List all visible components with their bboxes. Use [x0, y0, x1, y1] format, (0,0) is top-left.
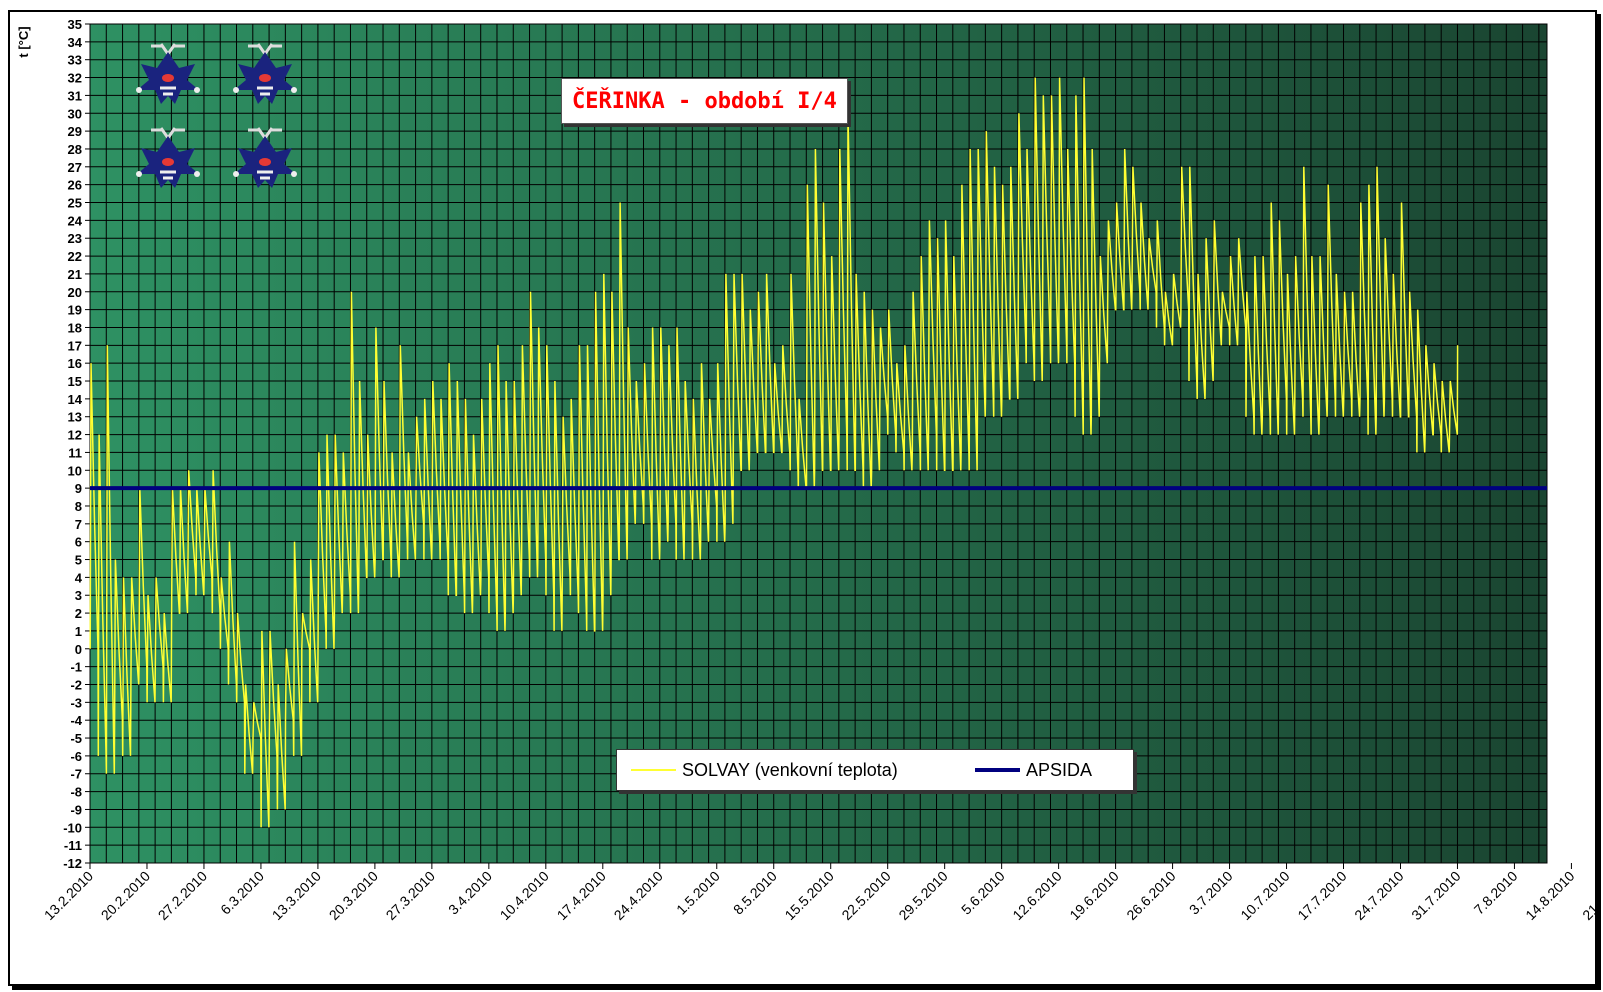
- series-layer: [89, 77, 1547, 828]
- y-tick-label: -4: [70, 713, 82, 728]
- chart-legend: SOLVAY (venkovní teplota) APSIDA: [616, 749, 1134, 791]
- y-tick-label: 31: [68, 88, 82, 103]
- x-tick-label: 21.8.2010: [1579, 868, 1595, 924]
- y-tick-label: 23: [68, 231, 82, 246]
- x-tick-label: 1.5.2010: [673, 868, 723, 918]
- x-axis: 13.2.2010 20.2.2010 27.2.2010 6.3.2010 13.3.…: [41, 863, 1595, 923]
- y-tick-label: 22: [68, 249, 82, 264]
- y-tick-label: 20: [68, 285, 82, 300]
- y-tick-label: 3: [75, 588, 82, 603]
- x-tick-label: 27.3.2010: [383, 868, 439, 924]
- x-tick-label: 15.5.2010: [781, 868, 837, 924]
- legend-label-solvay: SOLVAY (venkovní teplota): [682, 759, 898, 780]
- x-tick-label: 20.3.2010: [326, 868, 382, 924]
- x-tick-label: 24.7.2010: [1351, 868, 1407, 924]
- x-tick-label: 19.6.2010: [1066, 868, 1122, 924]
- x-tick-label: 3.4.2010: [445, 868, 495, 918]
- x-tick-label: 12.6.2010: [1009, 868, 1065, 924]
- series-line-solvay: [89, 77, 1459, 828]
- y-tick-label: 29: [68, 124, 82, 139]
- y-tick-label: -7: [70, 767, 82, 782]
- bat-logo-icon: [233, 43, 297, 104]
- y-tick-label: 10: [68, 463, 82, 478]
- y-tick-label: 34: [68, 35, 83, 50]
- x-tick-label: 14.8.2010: [1522, 868, 1578, 924]
- y-tick-label: 26: [68, 178, 82, 193]
- y-tick-label: 11: [68, 445, 82, 460]
- x-tick-label: 13.2.2010: [41, 868, 97, 924]
- legend-swatch-apsida: [975, 768, 1020, 772]
- x-tick-label: 26.6.2010: [1123, 868, 1179, 924]
- y-tick-label: 15: [68, 374, 82, 389]
- y-tick-label: 28: [68, 142, 82, 157]
- y-tick-label: 5: [75, 553, 82, 568]
- x-tick-label: 7.8.2010: [1471, 868, 1521, 918]
- y-tick-label: -1: [70, 660, 82, 675]
- legend-label-apsida: APSIDA: [1026, 759, 1093, 780]
- legend-item-solvay: SOLVAY (venkovní teplota): [631, 750, 898, 790]
- chart-svg: -12-11-10-9-8-7-6-5-4-3-2-10123456789101…: [16, 17, 1595, 923]
- y-tick-label: 18: [68, 320, 82, 335]
- y-tick-label: 30: [68, 106, 82, 121]
- y-tick-label: -11: [64, 838, 82, 853]
- x-tick-label: 17.4.2010: [554, 868, 610, 924]
- y-tick-label: -9: [70, 802, 82, 817]
- x-tick-label: 22.5.2010: [838, 868, 894, 924]
- x-tick-label: 20.2.2010: [98, 868, 154, 924]
- bat-logo-icon: [136, 43, 200, 104]
- x-tick-label: 31.7.2010: [1408, 868, 1464, 924]
- x-tick-label: 8.5.2010: [730, 868, 780, 918]
- plot-border: [89, 23, 1548, 864]
- y-tick-label: 12: [68, 428, 82, 443]
- x-tick-label: 10.4.2010: [497, 868, 553, 924]
- y-tick-label: -5: [70, 731, 82, 746]
- x-tick-label: 13.3.2010: [269, 868, 325, 924]
- y-tick-label: 1: [75, 624, 82, 639]
- y-tick-label: 24: [68, 213, 83, 228]
- x-tick-label: 27.2.2010: [155, 868, 211, 924]
- y-tick-label: -2: [70, 677, 82, 692]
- legend-swatch-solvay: [631, 769, 676, 771]
- y-tick-label: 17: [68, 338, 82, 353]
- y-tick-label: -12: [63, 856, 82, 871]
- bat-logo-icon: [136, 127, 200, 188]
- x-tick-label: 29.5.2010: [895, 868, 951, 924]
- y-tick-label: 27: [68, 160, 82, 175]
- y-tick-label: 25: [68, 196, 82, 211]
- bat-logo-icon: [233, 127, 297, 188]
- y-tick-label: -6: [70, 749, 82, 764]
- x-tick-label: 17.7.2010: [1294, 868, 1350, 924]
- legend-item-apsida: APSIDA: [975, 750, 1092, 790]
- x-tick-label: 10.7.2010: [1237, 868, 1293, 924]
- y-axis-label: t [°C]: [16, 26, 31, 57]
- chart-frame: -12 -11 -10 -9 -8 -7 -6 -5 -4 -3 -2 -1 0 1 2 3 4 5 6 7 8 9 10 1…: [8, 10, 1597, 986]
- y-tick-label: 2: [75, 606, 82, 621]
- x-tick-label: 6.3.2010: [217, 868, 267, 918]
- y-tick-label: 8: [75, 499, 82, 514]
- y-tick-label: 9: [75, 481, 82, 496]
- y-tick-label: 13: [68, 410, 82, 425]
- y-tick-label: 32: [68, 71, 82, 86]
- y-tick-label: 14: [68, 392, 83, 407]
- y-tick-label: 19: [68, 303, 82, 318]
- y-tick-label: -10: [63, 820, 82, 835]
- chart-title: ČEŘINKA - období I/4: [561, 78, 848, 124]
- y-tick-label: 0: [75, 642, 82, 657]
- x-tick-label: 5.6.2010: [958, 868, 1008, 918]
- y-axis: -12-11-10-9-8-7-6-5-4-3-2-10123456789101…: [63, 17, 90, 871]
- y-tick-label: 7: [75, 517, 82, 532]
- y-tick-label: -3: [70, 695, 82, 710]
- y-tick-label: 16: [68, 356, 82, 371]
- y-tick-label: 6: [75, 535, 82, 550]
- x-tick-label: 3.7.2010: [1186, 868, 1236, 918]
- y-tick-label: 21: [68, 267, 82, 282]
- y-tick-label: 35: [68, 17, 82, 32]
- x-tick-label: 24.4.2010: [611, 868, 667, 924]
- plot-area: [90, 24, 1547, 863]
- y-tick-label: 4: [75, 570, 83, 585]
- y-tick-label: 33: [68, 53, 82, 68]
- y-tick-label: -8: [70, 785, 82, 800]
